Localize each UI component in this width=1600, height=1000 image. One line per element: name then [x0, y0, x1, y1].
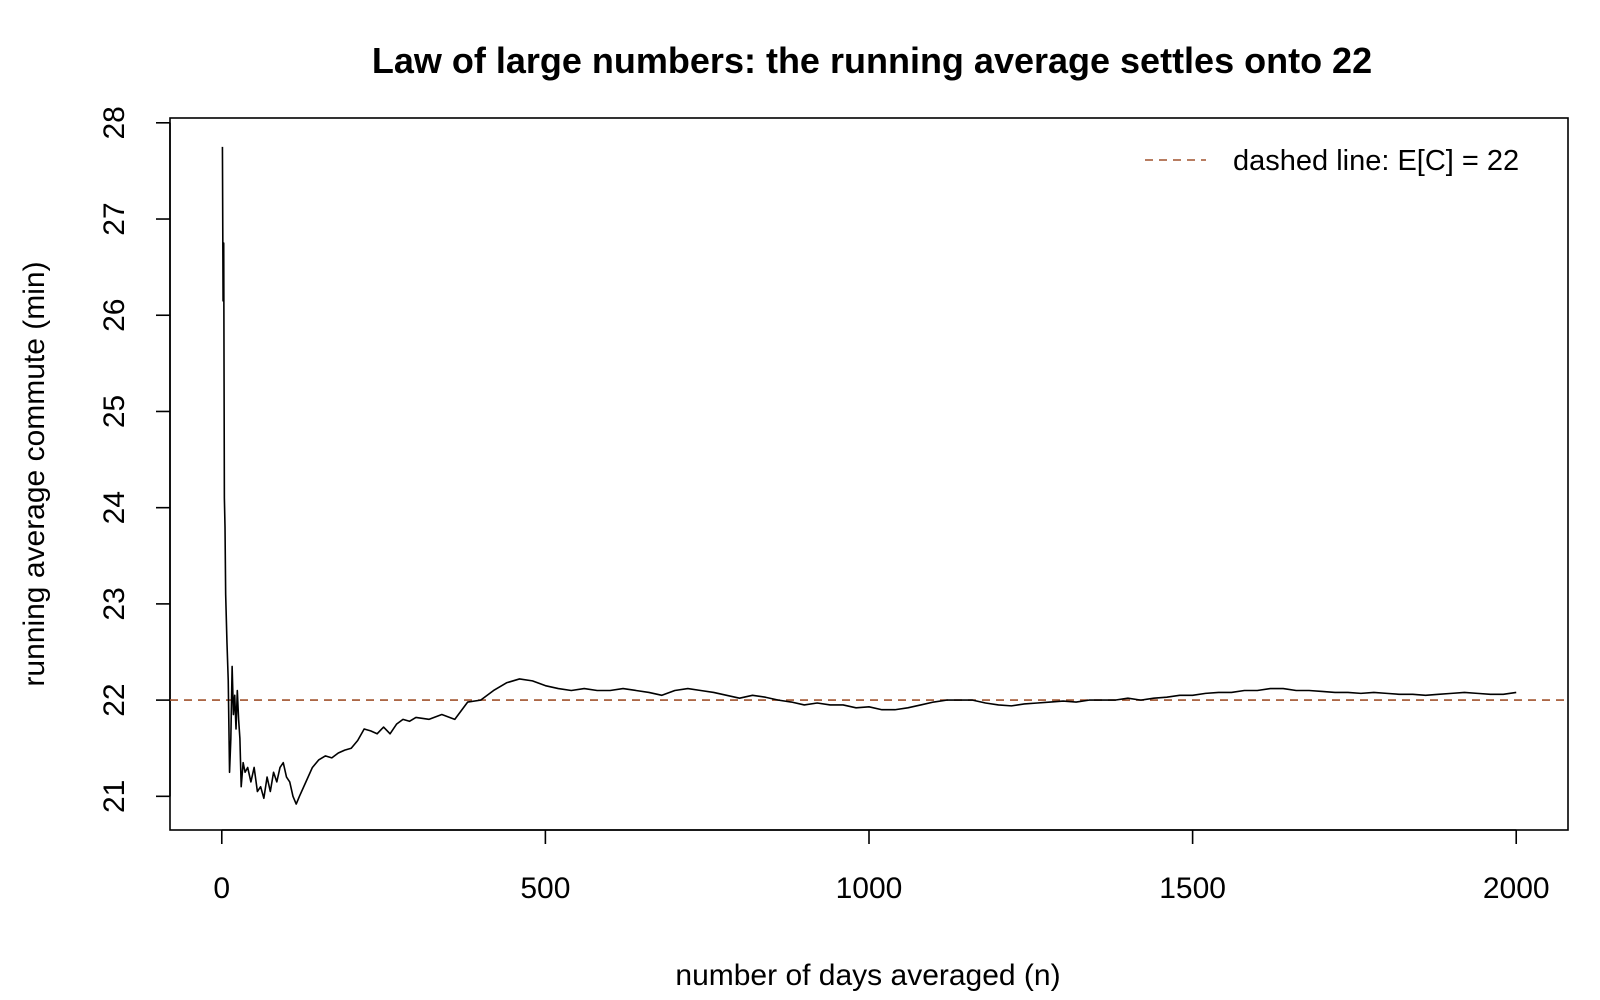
- x-tick-label: 2000: [1483, 872, 1550, 905]
- x-tick-label: 500: [520, 872, 570, 905]
- x-tick-label: 1000: [836, 872, 903, 905]
- legend: dashed line: E[C] = 22: [1145, 145, 1519, 177]
- y-axis-title: running average commute (min): [18, 261, 51, 686]
- legend-label: dashed line: E[C] = 22: [1233, 145, 1519, 177]
- plot-frame: [169, 117, 1569, 831]
- y-tick-label: 27: [98, 202, 131, 235]
- chart-title: Law of large numbers: the running averag…: [372, 40, 1372, 81]
- y-tick-label: 24: [98, 491, 131, 524]
- x-axis: 0 500 1000 1500 2000: [213, 829, 1550, 905]
- y-tick-label: 23: [98, 587, 131, 620]
- x-tick-label: 0: [213, 872, 230, 905]
- y-tick-label: 21: [98, 780, 131, 813]
- y-axis: 21 22 23 24 25 26 27 28: [98, 106, 171, 813]
- y-tick-label: 26: [98, 299, 131, 332]
- y-tick-label: 22: [98, 683, 131, 716]
- running-average-line: [221, 146, 1517, 805]
- y-tick-label: 28: [98, 106, 131, 139]
- x-axis-title: number of days averaged (n): [675, 959, 1060, 992]
- x-tick-label: 1500: [1159, 872, 1226, 905]
- y-tick-label: 25: [98, 395, 131, 428]
